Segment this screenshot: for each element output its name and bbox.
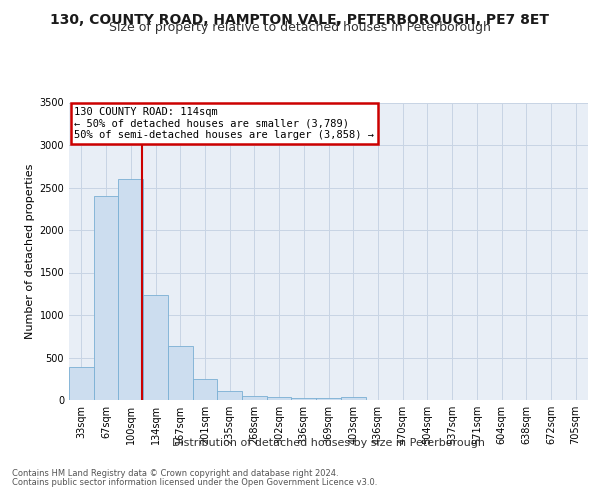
Bar xyxy=(193,379,217,400)
Bar xyxy=(118,179,143,400)
Bar xyxy=(94,196,118,400)
Text: 130 COUNTY ROAD: 114sqm
← 50% of detached houses are smaller (3,789)
50% of semi: 130 COUNTY ROAD: 114sqm ← 50% of detache… xyxy=(74,107,374,140)
Bar xyxy=(242,396,267,400)
Bar xyxy=(217,391,242,400)
Bar xyxy=(168,346,193,400)
Text: Contains HM Land Registry data © Crown copyright and database right 2024.: Contains HM Land Registry data © Crown c… xyxy=(12,469,338,478)
Bar xyxy=(341,396,365,400)
Bar xyxy=(143,296,168,400)
Text: Contains public sector information licensed under the Open Government Licence v3: Contains public sector information licen… xyxy=(12,478,377,487)
Text: Size of property relative to detached houses in Peterborough: Size of property relative to detached ho… xyxy=(109,22,491,35)
Y-axis label: Number of detached properties: Number of detached properties xyxy=(25,164,35,339)
Text: Distribution of detached houses by size in Peterborough: Distribution of detached houses by size … xyxy=(172,438,485,448)
Bar xyxy=(267,396,292,400)
Bar xyxy=(292,398,316,400)
Bar xyxy=(69,367,94,400)
Text: 130, COUNTY ROAD, HAMPTON VALE, PETERBOROUGH, PE7 8ET: 130, COUNTY ROAD, HAMPTON VALE, PETERBOR… xyxy=(50,12,550,26)
Bar xyxy=(316,398,341,400)
